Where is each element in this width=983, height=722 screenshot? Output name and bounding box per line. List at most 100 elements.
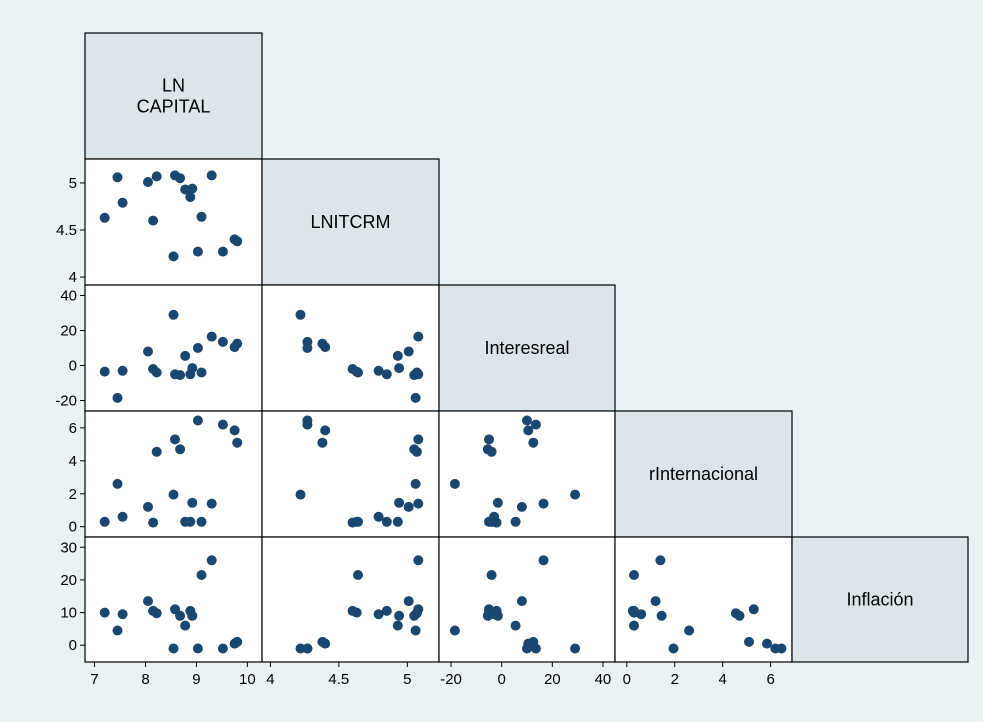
point-rinternacional-vs-lnitcrm-16: [320, 425, 331, 436]
ytick-label-inflacion-20: 20: [60, 572, 77, 589]
point-rinternacional-vs-interesreal-13: [486, 516, 497, 527]
point-inflacion-vs-rinternacional-6: [668, 643, 679, 654]
point-inflacion-vs-lnitcrm-6: [295, 643, 306, 654]
point-rinternacional-vs-interesreal-11: [492, 497, 503, 508]
point-interesreal-vs-lncapital-13: [196, 367, 207, 378]
point-rinternacional-vs-lncapital-1: [112, 478, 123, 489]
point-interesreal-vs-lncapital-1: [112, 392, 123, 403]
point-rinternacional-vs-lncapital-11: [187, 497, 198, 508]
point-rinternacional-vs-lncapital-3: [143, 501, 153, 512]
point-rinternacional-vs-lnitcrm-15: [302, 419, 313, 430]
point-interesreal-vs-lncapital-3: [143, 346, 153, 357]
point-interesreal-vs-lnitcrm-13: [353, 367, 363, 378]
point-inflacion-vs-lnitcrm-17: [317, 636, 328, 647]
variable-label-rinternacional: rInternacional: [649, 464, 758, 484]
point-interesreal-vs-lncapital-17: [232, 338, 243, 349]
point-lnitcrm-vs-lncapital-0: [99, 212, 110, 223]
ytick-label-inflacion-10: 10: [60, 605, 77, 622]
point-inflacion-vs-lnitcrm-2: [373, 609, 384, 620]
point-inflacion-vs-rinternacional-11: [656, 610, 667, 621]
point-inflacion-vs-interesreal-13: [486, 570, 497, 580]
point-rinternacional-vs-lnitcrm-9: [392, 516, 403, 527]
point-inflacion-vs-interesreal-11: [492, 610, 503, 621]
ytick-label-rinternacional-6: 6: [69, 420, 77, 437]
point-rinternacional-vs-interesreal-17: [528, 437, 539, 448]
point-rinternacional-vs-lnitcrm-3: [403, 501, 414, 512]
point-inflacion-vs-lnitcrm-3: [403, 596, 414, 607]
point-rinternacional-vs-lnitcrm-13: [353, 516, 363, 527]
point-rinternacional-vs-interesreal-15: [530, 419, 541, 430]
point-lnitcrm-vs-lncapital-15: [217, 246, 228, 257]
point-rinternacional-vs-lncapital-0: [99, 516, 110, 527]
point-lnitcrm-vs-lncapital-17: [232, 236, 243, 247]
xtick-label-rinternacional-4: 4: [719, 671, 727, 688]
point-lnitcrm-vs-lncapital-1: [112, 172, 123, 183]
point-rinternacional-vs-interesreal-12: [522, 415, 532, 426]
point-rinternacional-vs-lncapital-8: [175, 444, 186, 455]
point-inflacion-vs-lnitcrm-9: [392, 620, 403, 631]
point-inflacion-vs-lncapital-1: [112, 625, 123, 636]
point-inflacion-vs-lnitcrm-14: [413, 555, 424, 566]
point-rinternacional-vs-lnitcrm-17: [317, 437, 328, 448]
point-inflacion-vs-lncapital-12: [192, 643, 203, 654]
xtick-label-lnitcrm-4.5: 4.5: [328, 671, 349, 688]
ytick-label-lnitcrm-5: 5: [69, 175, 77, 192]
point-inflacion-vs-interesreal-3: [516, 596, 527, 607]
point-interesreal-vs-lncapital-15: [217, 336, 228, 347]
point-inflacion-vs-lncapital-2: [117, 609, 128, 620]
point-inflacion-vs-interesreal-6: [570, 643, 581, 654]
ytick-label-interesreal--20: -20: [55, 393, 77, 410]
point-rinternacional-vs-lncapital-2: [117, 511, 128, 522]
point-rinternacional-vs-lncapital-17: [232, 437, 243, 448]
xtick-label-lncapital-10: 10: [239, 671, 256, 688]
point-rinternacional-vs-lncapital-10: [185, 516, 196, 527]
point-inflacion-vs-lncapital-11: [187, 610, 198, 621]
point-interesreal-vs-lncapital-14: [206, 331, 217, 342]
point-rinternacional-vs-interesreal-9: [510, 516, 521, 527]
point-rinternacional-vs-lnitcrm-2: [373, 511, 384, 522]
point-lnitcrm-vs-lncapital-10: [185, 192, 196, 203]
xtick-label-interesreal-0: 0: [498, 671, 506, 688]
point-interesreal-vs-lnitcrm-9: [392, 350, 403, 361]
point-rinternacional-vs-lncapital-14: [206, 498, 217, 509]
ytick-label-inflacion-0: 0: [69, 637, 77, 654]
point-inflacion-vs-rinternacional-17: [744, 636, 754, 647]
point-interesreal-vs-lnitcrm-1: [410, 392, 421, 403]
point-inflacion-vs-rinternacional-1: [684, 625, 695, 636]
point-rinternacional-vs-lnitcrm-8: [409, 444, 420, 455]
xtick-label-interesreal--20: -20: [440, 671, 462, 688]
point-rinternacional-vs-lncapital-4: [148, 517, 159, 528]
diagonal-cell-lncapital: [84, 32, 263, 160]
xtick-label-rinternacional-6: 6: [766, 671, 774, 688]
point-lnitcrm-vs-lncapital-8: [175, 173, 186, 184]
variable-label-lncapital: CAPITAL: [137, 97, 211, 117]
ytick-label-rinternacional-2: 2: [69, 486, 77, 503]
point-rinternacional-vs-lnitcrm-10: [381, 516, 392, 527]
point-rinternacional-vs-lncapital-15: [217, 419, 228, 430]
point-lnitcrm-vs-lncapital-3: [143, 177, 153, 187]
point-rinternacional-vs-lncapital-13: [196, 516, 207, 527]
point-lnitcrm-vs-lncapital-2: [117, 197, 128, 208]
point-inflacion-vs-rinternacional-3: [650, 596, 661, 607]
xtick-label-interesreal-40: 40: [595, 671, 612, 688]
point-rinternacional-vs-lncapital-5: [151, 446, 162, 457]
point-rinternacional-vs-interesreal-8: [482, 444, 493, 455]
point-lnitcrm-vs-lncapital-12: [192, 246, 203, 257]
xtick-label-lncapital-8: 8: [141, 671, 149, 688]
point-interesreal-vs-lncapital-0: [99, 366, 110, 377]
point-inflacion-vs-lncapital-6: [168, 643, 179, 654]
point-lnitcrm-vs-lncapital-13: [196, 211, 207, 222]
ytick-label-inflacion-30: 30: [60, 539, 77, 556]
variable-label-interesreal: Interesreal: [484, 338, 569, 358]
xtick-label-lncapital-7: 7: [90, 671, 98, 688]
point-rinternacional-vs-interesreal-7: [484, 434, 494, 445]
point-interesreal-vs-lncapital-9: [180, 350, 191, 361]
ytick-label-interesreal-0: 0: [69, 358, 77, 375]
point-rinternacional-vs-lnitcrm-11: [394, 497, 405, 508]
point-inflacion-vs-interesreal-10: [484, 605, 494, 616]
ytick-label-interesreal-40: 40: [60, 288, 77, 305]
point-rinternacional-vs-lnitcrm-6: [295, 489, 306, 500]
ytick-label-lnitcrm-4.5: 4.5: [56, 222, 77, 239]
point-interesreal-vs-lnitcrm-8: [409, 370, 420, 381]
